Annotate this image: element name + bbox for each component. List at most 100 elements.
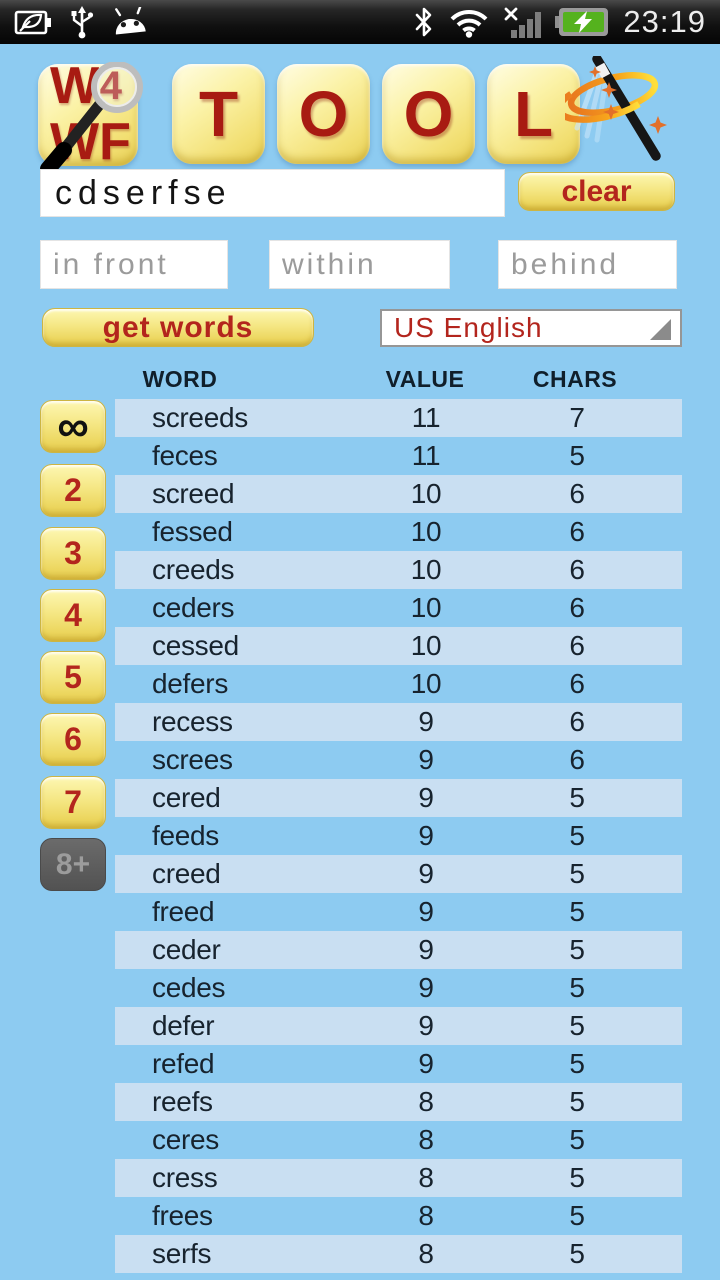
length-filter-column: ∞ 2 3 4 5 6 7 8+ (40, 399, 106, 899)
chars-cell: 5 (569, 934, 585, 965)
length-filter-5[interactable]: 5 (40, 651, 106, 704)
value-cell: 10 (410, 554, 442, 585)
chars-cell: 5 (569, 858, 585, 889)
length-filter-infinity[interactable]: ∞ (40, 400, 106, 453)
value-cell: 9 (418, 820, 434, 851)
logo-tile: O (382, 64, 475, 164)
table-row[interactable]: f (115, 1273, 682, 1280)
table-row[interactable]: serfs 8 5 (115, 1235, 682, 1273)
no-signal-icon (505, 7, 542, 38)
word-cell: cered (152, 782, 221, 813)
table-row[interactable]: feces 11 5 (115, 437, 682, 475)
word-cell: ceres (152, 1124, 219, 1155)
length-filter-8plus[interactable]: 8+ (40, 838, 106, 891)
table-row[interactable]: creeds 10 6 (115, 551, 682, 589)
table-row[interactable]: frees 8 5 (115, 1197, 682, 1235)
table-row[interactable]: ceders 10 6 (115, 589, 682, 627)
word-cell: freed (152, 896, 215, 927)
results-table: screeds 11 7 feces 11 5 screed 10 6 fess… (115, 399, 682, 1280)
logo-tile: T (172, 64, 265, 164)
logo-letter: T (198, 78, 239, 150)
value-cell: 9 (418, 972, 434, 1003)
value-cell: 9 (418, 858, 434, 889)
word-cell: frees (152, 1200, 213, 1231)
word-cell: cedes (152, 972, 226, 1003)
logo-letter: O (298, 78, 349, 150)
chars-cell: 5 (569, 1162, 585, 1193)
table-row[interactable]: screeds 11 7 (115, 399, 682, 437)
logo-tile-w4wf: W 4 WF (38, 57, 138, 171)
table-row[interactable]: cress 8 5 (115, 1159, 682, 1197)
logo-letter: O (403, 78, 454, 150)
table-row[interactable]: ceder 9 5 (115, 931, 682, 969)
value-cell: 8 (418, 1238, 434, 1269)
word-cell: reefs (152, 1086, 213, 1117)
results-header: WORD VALUE CHARS (115, 366, 682, 398)
word-cell: defer (152, 1010, 215, 1041)
value-cell: 8 (418, 1124, 434, 1155)
logo-tile: O (277, 64, 370, 164)
chars-cell: 5 (569, 820, 585, 851)
status-left-icons (14, 4, 148, 40)
word-cell: creed (152, 858, 221, 889)
dropdown-arrow-icon (650, 319, 671, 340)
value-cell: 10 (410, 668, 442, 699)
table-row[interactable]: creed 9 5 (115, 855, 682, 893)
table-row[interactable]: cered 9 5 (115, 779, 682, 817)
table-row[interactable]: feeds 9 5 (115, 817, 682, 855)
in-front-input[interactable] (40, 240, 228, 289)
table-row[interactable]: defer 9 5 (115, 1007, 682, 1045)
chars-cell: 5 (569, 1238, 585, 1269)
chars-cell: 6 (569, 478, 585, 509)
column-header-word: WORD (142, 366, 218, 392)
get-words-button[interactable]: get words (42, 308, 314, 347)
table-row[interactable]: recess 9 6 (115, 703, 682, 741)
chars-cell: 5 (569, 1200, 585, 1231)
chars-cell: 5 (569, 972, 585, 1003)
android-icon (115, 7, 146, 35)
logo-letter: W (50, 57, 100, 115)
within-input[interactable] (269, 240, 450, 289)
behind-input[interactable] (498, 240, 677, 289)
table-row[interactable]: reefs 8 5 (115, 1083, 682, 1121)
value-cell: 11 (411, 440, 441, 471)
magic-wand-icon (565, 56, 667, 161)
clear-button[interactable]: clear (518, 172, 675, 211)
length-filter-2[interactable]: 2 (40, 464, 106, 517)
table-row[interactable]: ceres 8 5 (115, 1121, 682, 1159)
table-row[interactable]: fessed 10 6 (115, 513, 682, 551)
word-cell: feeds (152, 820, 219, 851)
value-cell: 9 (418, 706, 434, 737)
length-filter-6[interactable]: 6 (40, 713, 106, 766)
value-cell: 8 (418, 1200, 434, 1231)
table-row[interactable]: cessed 10 6 (115, 627, 682, 665)
table-row[interactable]: screes 9 6 (115, 741, 682, 779)
clock-text: 23:19 (623, 4, 706, 39)
wifi-icon (451, 9, 488, 38)
chars-cell: 6 (569, 630, 585, 661)
length-filter-4[interactable]: 4 (40, 589, 106, 642)
table-row[interactable]: cedes 9 5 (115, 969, 682, 1007)
table-row[interactable]: defers 10 6 (115, 665, 682, 703)
dictionary-select[interactable]: US English (380, 309, 682, 347)
chars-cell: 7 (569, 402, 585, 433)
length-filter-7[interactable]: 7 (40, 776, 106, 829)
battery-charging-icon (555, 8, 609, 36)
value-cell: 11 (411, 402, 441, 433)
chars-cell: 6 (569, 744, 585, 775)
length-filter-3[interactable]: 3 (40, 527, 106, 580)
word-cell: cessed (152, 630, 239, 661)
usb-icon (71, 6, 94, 39)
chars-cell: 6 (569, 706, 585, 737)
chars-cell: 5 (569, 1086, 585, 1117)
table-row[interactable]: freed 9 5 (115, 893, 682, 931)
word-cell: defers (152, 668, 229, 699)
chars-cell: 5 (569, 440, 585, 471)
value-cell: 9 (418, 934, 434, 965)
letters-input[interactable] (40, 169, 505, 217)
table-row[interactable]: screed 10 6 (115, 475, 682, 513)
table-row[interactable]: refed 9 5 (115, 1045, 682, 1083)
chars-cell: 5 (569, 896, 585, 927)
value-cell: 10 (410, 516, 442, 547)
